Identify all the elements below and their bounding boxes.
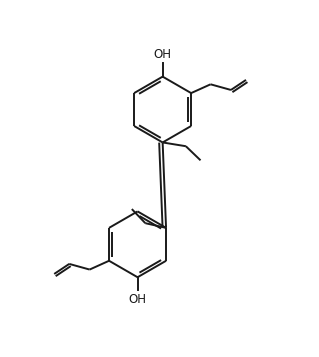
Text: OH: OH xyxy=(129,293,146,306)
Text: OH: OH xyxy=(154,48,172,61)
